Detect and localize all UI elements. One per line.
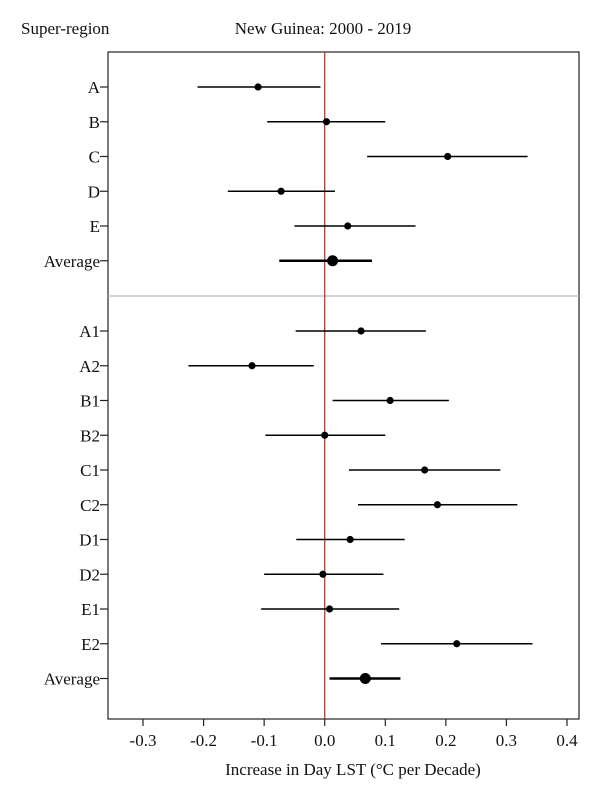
estimate-point [327,255,339,267]
x-tick-label: -0.2 [190,731,217,750]
row-label: A2 [79,357,100,376]
row-label: B1 [80,392,100,411]
estimate-point [357,327,365,335]
plot-frame [107,51,580,720]
row-label: Average [44,670,100,689]
row-label: C2 [80,496,100,515]
row-label: E [90,217,100,236]
estimate-point [444,152,452,161]
y-axis-title: Super-region [21,19,110,38]
estimate-point [248,362,256,370]
x-tick-label: 0.4 [556,731,578,750]
estimate-point [386,396,394,405]
row-label: D [88,182,100,201]
row-label: A1 [79,322,100,341]
x-tick-label: 0.1 [375,731,396,750]
row-label: B [89,113,100,132]
x-tick-label: -0.1 [251,731,278,750]
estimate-point [344,222,352,230]
estimate-point [319,570,327,578]
row-label: A [88,78,101,97]
row-label: C [89,148,100,167]
estimate-point [277,187,285,195]
x-axis-title: Increase in Day LST (°C per Decade) [225,760,481,779]
estimate-point [421,466,429,474]
row-label: D2 [79,565,100,584]
x-tick-label: 0.2 [435,731,456,750]
estimate-point [359,673,371,684]
x-axis: -0.3 -0.2 -0.1 0.0 0.1 0.2 0.3 0.4 [130,719,578,750]
x-tick-label: 0.3 [496,731,517,750]
estimate-point [322,118,331,126]
row-label: Average [44,252,100,271]
x-tick-label: 0.0 [314,731,335,750]
x-tick-label: -0.3 [130,731,157,750]
row-label: E1 [81,600,100,619]
estimate-point [321,431,329,439]
estimate-point [325,605,334,613]
estimate-point [453,640,461,648]
estimate-point [346,535,354,544]
estimate-point [433,501,441,509]
row-label: D1 [79,531,100,550]
row-label: B2 [80,426,100,445]
row-label: E2 [81,635,100,654]
estimate-point [254,83,262,91]
row-label: C1 [80,461,100,480]
chart-title: New Guinea: 2000 - 2019 [235,19,412,38]
